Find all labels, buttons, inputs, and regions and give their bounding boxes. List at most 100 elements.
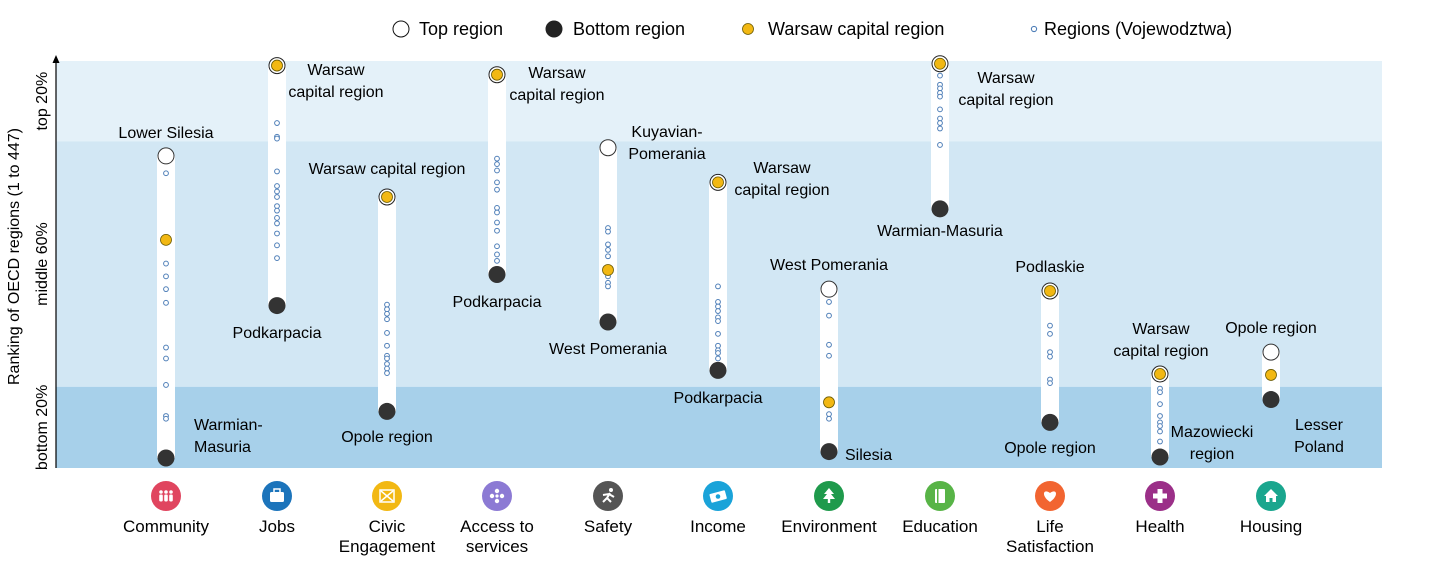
column-bar <box>820 289 838 452</box>
bottom-region-point <box>1151 448 1169 466</box>
bottom-label-education: Warmian-Masuria <box>877 223 1003 240</box>
region-point <box>384 316 390 323</box>
legend-marker-top <box>392 20 410 38</box>
category-label-10: Housing <box>1240 517 1302 536</box>
region-point <box>826 312 832 319</box>
region-point <box>1157 438 1163 445</box>
top-label-jobs: capital region <box>288 84 383 101</box>
bottom-region-point <box>931 200 949 218</box>
category-label-3: Access to <box>460 517 534 536</box>
category-label-5: Income <box>690 517 746 536</box>
glyph-part <box>499 493 505 499</box>
bottom-label-civic: Opole region <box>341 429 433 446</box>
glyph-part <box>937 489 939 503</box>
column-5 <box>709 173 727 379</box>
region-point <box>826 415 832 422</box>
house-icon <box>1256 481 1286 511</box>
region-point <box>274 194 280 200</box>
top-region-point <box>599 139 617 157</box>
column-1 <box>268 57 286 315</box>
region-point <box>826 299 832 305</box>
bottom-region-point <box>599 313 617 331</box>
category-label-7: Education <box>902 517 978 536</box>
region-point <box>1157 413 1163 419</box>
glyph-part <box>380 490 394 502</box>
glyph-part <box>609 488 613 492</box>
glyph-part <box>495 494 499 498</box>
tree-icon <box>814 481 844 511</box>
heart-icon <box>1035 481 1065 511</box>
legend-label-bottom: Bottom region <box>573 19 685 39</box>
region-point <box>274 215 280 221</box>
top-label-income: capital region <box>734 182 829 199</box>
top-label-access: Warsaw <box>528 65 586 82</box>
region-point <box>826 352 832 359</box>
legend-marker-capital <box>742 23 754 35</box>
top-region-point <box>157 147 175 165</box>
region-point <box>715 350 721 356</box>
legend-label-regions: Regions (Vojewodztwa) <box>1044 19 1232 39</box>
top-label-community: Lower Silesia <box>118 125 213 142</box>
region-point <box>605 228 611 235</box>
region-point <box>274 255 280 262</box>
region-point <box>494 186 500 193</box>
legend-label-capital: Warsaw capital region <box>768 19 944 39</box>
capital-region-point <box>491 68 503 81</box>
bottom-label-life-satisfaction: Opole region <box>1004 440 1096 457</box>
bottom-region-point <box>709 361 727 379</box>
bottom-label-income: Podkarpacia <box>674 390 763 407</box>
banknote-icon <box>703 481 733 511</box>
region-point <box>274 188 280 195</box>
top-label-safety: Pomerania <box>628 146 705 163</box>
capital-region-point <box>1044 285 1056 297</box>
briefcase-icon <box>262 481 292 511</box>
category-label-1: Jobs <box>259 517 295 536</box>
region-point <box>163 415 169 422</box>
region-point <box>163 382 169 388</box>
bottom-region-point <box>1041 413 1059 431</box>
capital-region-point <box>823 396 835 409</box>
glyph-part <box>169 490 173 494</box>
category-label-0: Community <box>123 517 209 536</box>
region-point <box>826 341 832 348</box>
region-point <box>163 344 169 351</box>
region-point <box>937 93 943 100</box>
region-point <box>605 241 611 248</box>
glyph-part <box>602 492 615 503</box>
capital-region-point <box>602 264 614 276</box>
top-region-point <box>820 280 838 298</box>
glyph-part <box>1269 498 1273 502</box>
category-label-6: Environment <box>781 517 877 536</box>
category-label-8: Satisfaction <box>1006 537 1094 556</box>
region-point <box>494 209 500 216</box>
region-point <box>715 308 721 314</box>
bottom-label-community: Warmian- <box>194 417 263 434</box>
region-point <box>163 260 169 267</box>
top-label-education: capital region <box>958 92 1053 109</box>
category-label-2: Engagement <box>339 537 436 556</box>
glyph-part <box>827 499 831 503</box>
glyph-part <box>270 492 284 502</box>
region-point <box>715 355 721 362</box>
bottom-label-health: region <box>1190 446 1234 463</box>
glyph-part <box>715 494 721 499</box>
region-point <box>163 170 169 177</box>
region-point <box>1047 353 1053 360</box>
region-point <box>937 125 943 132</box>
column-9 <box>1151 365 1169 466</box>
column-bar <box>931 63 949 209</box>
top-label-health: capital region <box>1113 343 1208 360</box>
region-point <box>1157 428 1163 435</box>
region-point <box>1157 401 1163 408</box>
region-point <box>494 227 500 234</box>
top-region-point <box>1262 343 1280 361</box>
top-label-safety: Kuyavian- <box>631 124 702 141</box>
category-label-2: Civic <box>369 517 406 536</box>
bottom-region-point <box>488 266 506 284</box>
region-point <box>163 273 169 280</box>
region-point <box>605 283 611 290</box>
glyph-part <box>1264 489 1278 502</box>
region-point <box>494 219 500 226</box>
